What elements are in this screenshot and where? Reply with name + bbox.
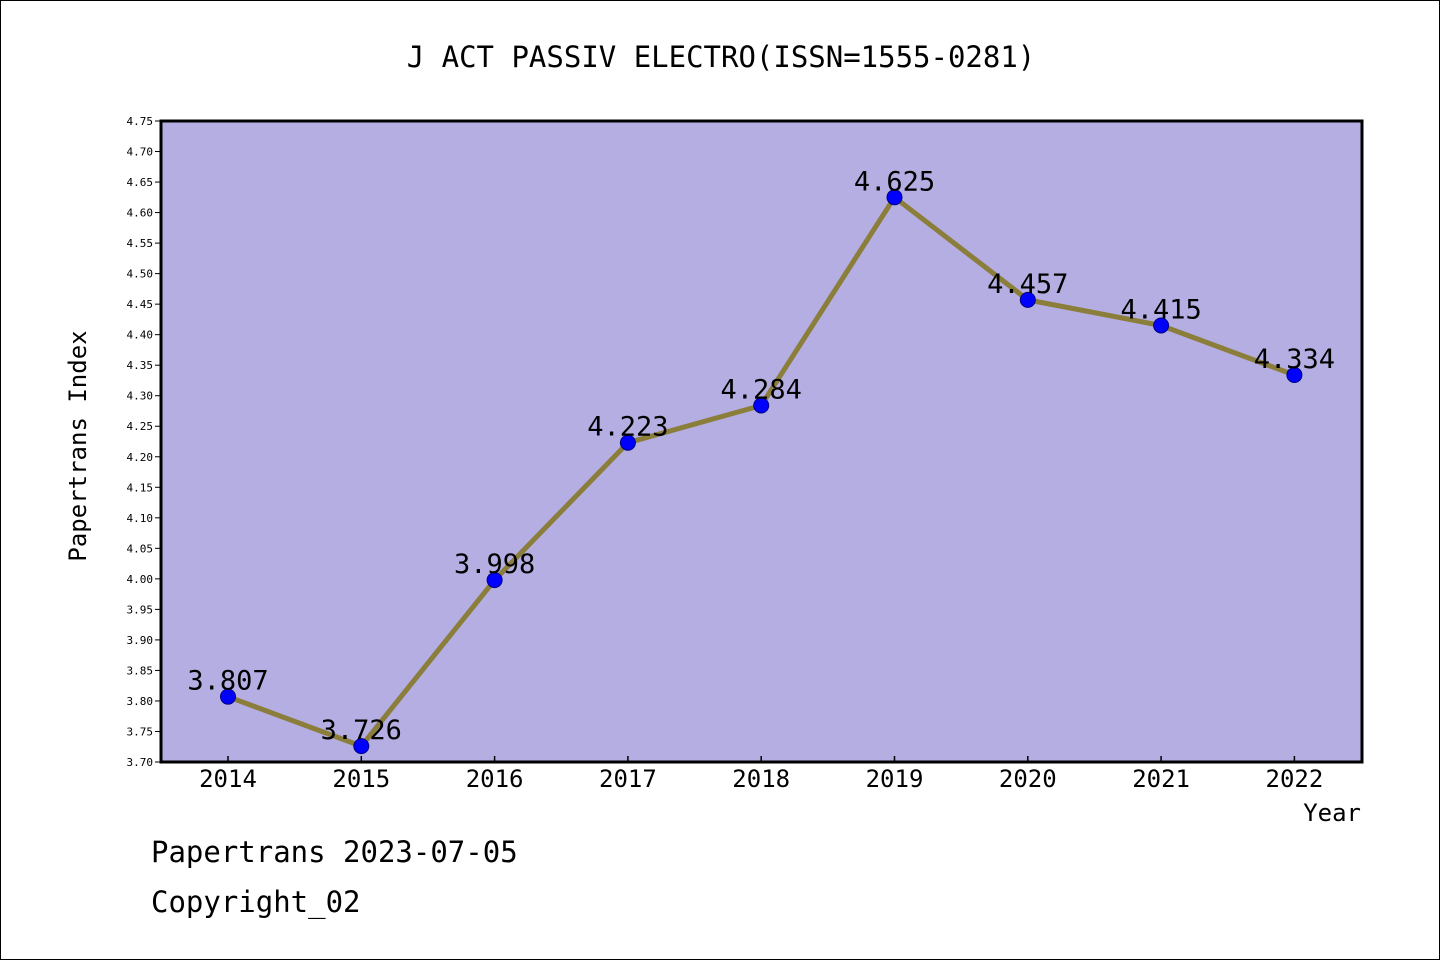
data-point (220, 688, 236, 705)
data-point (353, 738, 370, 755)
chart-title: J ACT PASSIV ELECTRO(ISSN=1555-0281) (407, 40, 1036, 74)
y-tick-label: 4.10 (127, 512, 154, 525)
y-tick-label: 3.90 (127, 634, 154, 647)
x-tick-label: 2015 (332, 765, 390, 793)
y-tick-label: 3.70 (127, 756, 154, 769)
data-point (886, 189, 903, 206)
footer-date: Papertrans 2023-07-05 (151, 835, 518, 869)
x-tick-label: 2019 (866, 765, 924, 793)
y-tick-label: 3.75 (127, 725, 154, 738)
y-tick-label: 4.40 (127, 329, 154, 342)
data-point (753, 397, 770, 414)
data-label: 4.334 (1254, 344, 1335, 375)
y-axis: 3.70 3.75 3.80 3.85 3.90 3.95 4.00 4.05 4.10 4.15… (127, 115, 161, 769)
data-label: 4.223 (587, 412, 668, 443)
data-label: 4.457 (987, 269, 1068, 300)
data-point (1153, 317, 1170, 334)
y-tick-label: 4.25 (127, 420, 154, 433)
data-label: 4.625 (854, 166, 935, 197)
data-point (1019, 291, 1036, 308)
data-point (619, 434, 636, 451)
x-tick-label: 2022 (1266, 765, 1324, 793)
data-label: 3.998 (454, 549, 535, 580)
y-tick-label: 4.60 (127, 207, 154, 220)
y-tick-label: 4.15 (127, 481, 154, 494)
x-tick-label: 2016 (466, 765, 524, 793)
y-tick-label: 4.30 (127, 390, 154, 403)
y-tick-label: 4.45 (127, 298, 154, 311)
y-axis-label: Papertrans Index (64, 330, 92, 561)
data-point (486, 572, 503, 589)
x-tick-label: 2021 (1132, 765, 1190, 793)
y-tick-label: 4.00 (127, 573, 154, 586)
y-tick-label: 4.55 (127, 237, 154, 250)
y-tick-label: 4.35 (127, 359, 154, 372)
y-tick-label: 4.50 (127, 268, 154, 281)
x-tick-label: 2014 (199, 765, 257, 793)
y-tick-label: 4.20 (127, 451, 154, 464)
data-label: 3.726 (321, 715, 402, 746)
y-tick-label: 4.75 (127, 115, 154, 128)
x-tick-label: 2018 (732, 765, 790, 793)
y-tick-label: 4.70 (127, 146, 154, 159)
x-tick-label: 2020 (999, 765, 1057, 793)
y-tick-label: 3.85 (127, 664, 154, 677)
data-label: 4.415 (1120, 295, 1201, 326)
x-tick-label: 2017 (599, 765, 657, 793)
y-tick-label: 3.95 (127, 603, 154, 616)
x-axis: 2014 2015 2016 2017 2018 2019 2020 2021 2022 (199, 756, 1323, 793)
y-tick-label: 4.05 (127, 542, 154, 555)
series-group: 3.807 3.726 3.998 4.223 4.284 4.625 4.457 4.415… (187, 166, 1335, 755)
plot-area (159, 119, 1364, 764)
footer-copyright: Copyright_02 (151, 885, 361, 919)
y-tick-label: 4.65 (127, 176, 154, 189)
data-label: 3.807 (187, 666, 268, 697)
y-tick-label: 3.80 (127, 695, 154, 708)
data-label: 4.284 (721, 374, 802, 405)
data-point (1286, 366, 1303, 383)
x-axis-label: Year (1303, 799, 1361, 827)
